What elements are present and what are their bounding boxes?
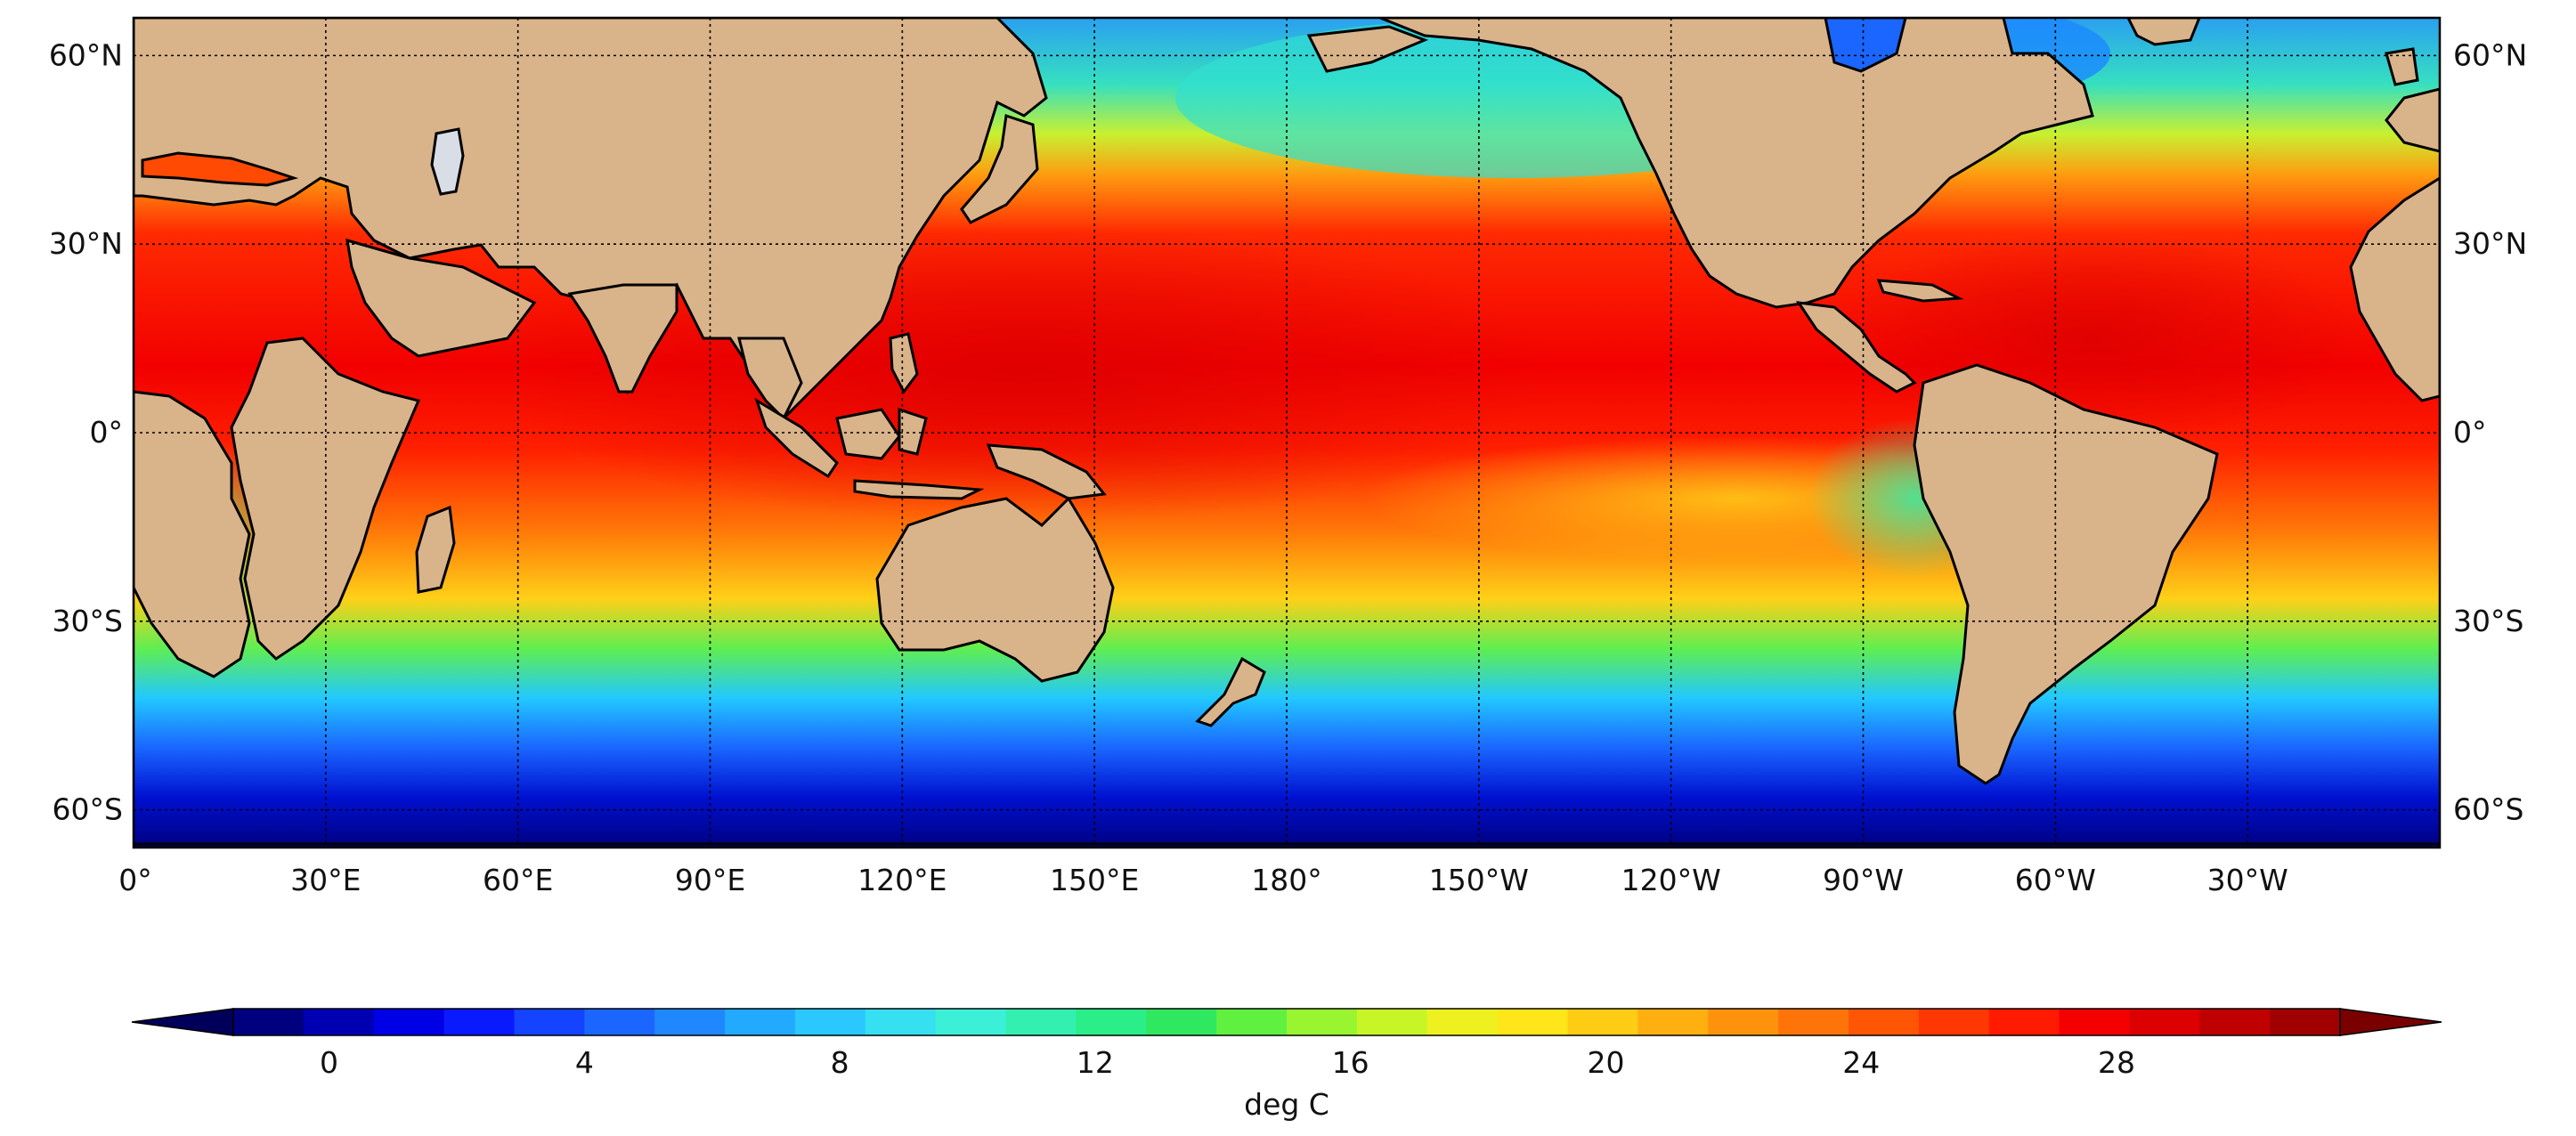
lat-label-right: 30°S (2453, 604, 2523, 638)
arabia-land (345, 238, 537, 358)
colorbar-swatches (232, 1008, 2341, 1036)
colorbar-swatch (654, 1009, 726, 1035)
colorbar-swatch (1497, 1009, 1569, 1035)
lon-label: 30°W (2207, 863, 2288, 897)
lat-labels-right: 60°N 30°N 0° 30°S 60°S (2453, 37, 2527, 826)
lat-label-right: 30°N (2453, 226, 2527, 261)
lon-label: 150°W (1429, 863, 1529, 897)
colorbar-swatch (584, 1009, 655, 1035)
lon-label: 120°W (1621, 863, 1721, 897)
south-america-land (1913, 363, 2219, 785)
lon-label: 90°W (1823, 863, 1904, 897)
lat-label-right: 0° (2453, 415, 2487, 450)
lon-label: 60°W (2015, 863, 2096, 897)
lon-label: 180° (1251, 863, 1322, 897)
colorbar-swatch (1778, 1009, 1849, 1035)
lon-label: 30°E (290, 863, 361, 897)
india-land (567, 283, 679, 394)
landmasses (134, 18, 2440, 848)
colorbar-swatch (443, 1009, 516, 1035)
colorbar-tick-label: 16 (1332, 1045, 1369, 1080)
lon-label: 0° (118, 863, 152, 897)
lat-label-left: 30°S (53, 604, 123, 638)
colorbar-swatch (2059, 1009, 2130, 1035)
map-frame (132, 16, 2442, 849)
lat-label-right: 60°N (2453, 37, 2527, 72)
africa-west-land (2349, 176, 2440, 402)
colorbar-swatch (1708, 1009, 1779, 1035)
new-zealand-land (1195, 656, 1266, 727)
sumatra-land (754, 397, 839, 479)
lon-labels: 0° 30°E 60°E 90°E 120°E 150°E 180° 150°W… (118, 863, 2288, 897)
colorbar-swatch (1567, 1009, 1638, 1035)
colorbar-swatch (1918, 1009, 1990, 1035)
lat-label-right: 60°S (2453, 792, 2523, 827)
colorbar-swatch (865, 1009, 937, 1035)
colorbar-tick-label: 12 (1077, 1045, 1114, 1080)
colorbar-swatch (1848, 1009, 1920, 1035)
colorbar-swatch (1637, 1009, 1709, 1035)
colorbar-swatch (514, 1009, 585, 1035)
north-america-land (1379, 18, 2094, 309)
colorbar-swatch (1988, 1009, 2060, 1035)
lat-label-left: 30°N (49, 226, 123, 261)
colorbar-swatch (233, 1009, 305, 1035)
lat-label-left: 60°N (49, 37, 123, 72)
colorbar-swatch (373, 1009, 445, 1035)
borneo-land (835, 408, 901, 460)
colorbar-swatch (1426, 1009, 1499, 1035)
colorbar-tick-label: 4 (575, 1045, 594, 1080)
lon-label: 120°E (857, 863, 947, 897)
colorbar-swatch (1005, 1009, 1077, 1035)
africa-land (134, 390, 251, 678)
colorbar-extend-high (2339, 1008, 2442, 1036)
australia-land (875, 496, 1115, 683)
colorbar-swatch (1287, 1009, 1358, 1035)
madagascar-land (415, 505, 456, 594)
colorbar-swatch (1146, 1009, 1217, 1035)
colorbar-swatch (2129, 1009, 2200, 1035)
lon-label: 150°E (1050, 863, 1139, 897)
japan-land (960, 114, 1039, 224)
lon-label: 90°E (675, 863, 745, 897)
colorbar-swatch (794, 1009, 866, 1035)
colorbar-tick-label: 8 (831, 1045, 849, 1080)
colorbar-label: deg C (1244, 1087, 1329, 1122)
colorbar-extend-low (131, 1008, 234, 1036)
colorbar-tick-label: 0 (320, 1045, 338, 1080)
colorbar-swatch (1356, 1009, 1428, 1035)
colorbar-swatch (725, 1009, 796, 1035)
colorbar-swatch (303, 1009, 375, 1035)
colorbar-tick-label: 20 (1587, 1045, 1624, 1080)
lat-label-left: 0° (90, 415, 124, 450)
colorbar-tick-label: 24 (1842, 1045, 1880, 1080)
colorbar-swatch (1216, 1009, 1288, 1035)
colorbar-swatch (2199, 1009, 2271, 1035)
new-guinea-land (986, 443, 1107, 500)
colorbar-swatch (2270, 1009, 2341, 1035)
colorbar-tick-label: 28 (2098, 1045, 2135, 1080)
colorbar-swatch (935, 1009, 1007, 1035)
colorbar: 0 4 8 12 16 20 24 28 deg C (131, 1008, 2442, 1122)
colorbar-tick-labels: 0 4 8 12 16 20 24 28 (320, 1045, 2135, 1080)
graticule (133, 18, 2440, 848)
lat-labels-left: 60°N 30°N 0° 30°S 60°S (49, 37, 123, 826)
lat-label-left: 60°S (53, 792, 123, 827)
lon-label: 60°E (483, 863, 553, 897)
colorbar-swatch (1076, 1009, 1147, 1035)
